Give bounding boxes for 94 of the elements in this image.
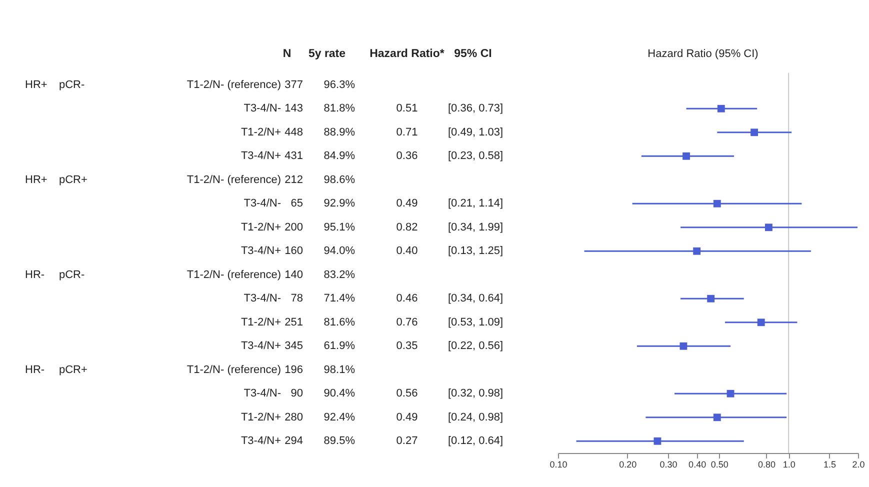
text: 200 (284, 221, 303, 234)
text: 0.82 (396, 221, 418, 234)
text: 294 (284, 435, 303, 448)
text: 212 (284, 174, 303, 186)
text: [0.32, 0.98] (448, 388, 504, 400)
text: 448 (284, 126, 303, 138)
text: T1-2/N+ (240, 221, 281, 234)
text: 140 (284, 268, 303, 281)
text: 71.4% (324, 292, 356, 305)
text: 96.3% (324, 78, 356, 91)
text: T3-4/N+ (240, 150, 281, 162)
text: 160 (284, 245, 303, 258)
text: 81.6% (324, 316, 356, 328)
x-tick-label: 2.0 (852, 460, 865, 470)
text: 81.8% (324, 102, 356, 115)
text: 0.51 (396, 102, 418, 115)
text: 0.71 (396, 126, 418, 138)
text: 251 (284, 316, 303, 328)
text: [0.24, 0.98] (448, 411, 504, 424)
text: 345 (284, 340, 303, 352)
text: 98.1% (324, 364, 356, 376)
text: 98.6% (324, 174, 356, 186)
text: 0.46 (396, 292, 418, 305)
text: 88.9% (324, 126, 356, 138)
text: 65 (290, 198, 303, 210)
text: 92.4% (324, 411, 356, 424)
text: HR+ (25, 174, 48, 186)
text: T1-2/N- (reference) (186, 268, 281, 281)
text: T3-4/N+ (240, 245, 281, 258)
text: 0.49 (396, 198, 418, 210)
text: 95.1% (324, 221, 356, 234)
text: [0.22, 0.56] (448, 340, 504, 352)
text: [0.34, 0.64] (448, 292, 504, 305)
text: [0.36, 0.73] (448, 102, 504, 115)
text: pCR- (59, 268, 86, 281)
text: 196 (284, 364, 303, 376)
text: 0.35 (396, 340, 418, 352)
text: 280 (284, 411, 303, 424)
x-tick-label: 0.20 (619, 460, 637, 470)
text: 0.49 (396, 411, 418, 424)
text: 0.27 (396, 435, 418, 448)
text: 90 (290, 388, 303, 400)
text: 61.9% (324, 340, 356, 352)
text: pCR+ (59, 364, 88, 376)
text: 0.56 (396, 388, 418, 400)
text: 84.9% (324, 150, 356, 162)
x-tick-label: 0.80 (758, 460, 776, 470)
text: 431 (284, 150, 303, 162)
text: [0.49, 1.03] (448, 126, 504, 138)
x-tick-label: 1.5 (823, 460, 836, 470)
text: T3-4/N- (244, 388, 282, 400)
text: 95% CI (454, 48, 492, 60)
text: 143 (284, 102, 303, 115)
text: T1-2/N- (reference) (186, 78, 281, 91)
text: [0.21, 1.14] (448, 198, 504, 210)
text: [0.53, 1.09] (448, 316, 504, 328)
x-tick-label: 0.50 (710, 460, 728, 470)
text: N (282, 48, 292, 60)
text: [0.13, 1.25] (448, 245, 504, 258)
text: T3-4/N- (244, 198, 282, 210)
text: pCR- (59, 78, 86, 91)
text: T3-4/N- (244, 102, 282, 115)
text: 0.76 (396, 316, 418, 328)
text: HR- (25, 268, 45, 281)
text: 94.0% (324, 245, 356, 258)
text: T1-2/N+ (240, 316, 281, 328)
text: HR- (25, 364, 45, 376)
text: HR+ (25, 78, 48, 91)
chart-title: Hazard Ratio (95% CI) (648, 48, 758, 60)
text: 90.4% (324, 388, 356, 400)
text: 92.9% (324, 198, 356, 210)
text: 0.36 (396, 150, 418, 162)
text: 5y rate (308, 48, 346, 60)
text: [0.12, 0.64] (448, 435, 504, 448)
text: 83.2% (324, 268, 356, 281)
text: T3-4/N- (244, 292, 282, 305)
text: T3-4/N+ (240, 435, 281, 448)
text: T3-4/N+ (240, 340, 281, 352)
x-tick-label: 0.30 (660, 460, 678, 470)
text: [0.34, 1.99] (448, 221, 504, 234)
text: T1-2/N- (reference) (186, 364, 281, 376)
x-tick-label: 1.0 (782, 460, 796, 470)
text: T1-2/N- (reference) (186, 174, 281, 186)
x-tick-label: 0.40 (688, 460, 706, 470)
text: [0.23, 0.58] (448, 150, 504, 162)
text: pCR+ (59, 174, 88, 186)
text: T1-2/N+ (240, 411, 281, 424)
text: 78 (290, 292, 303, 305)
text: 89.5% (324, 435, 356, 448)
text: Hazard Ratio* (370, 48, 445, 60)
text: T1-2/N+ (240, 126, 281, 138)
x-tick-label: 0.10 (550, 460, 568, 470)
text: 377 (284, 78, 303, 91)
text: 0.40 (396, 245, 418, 258)
